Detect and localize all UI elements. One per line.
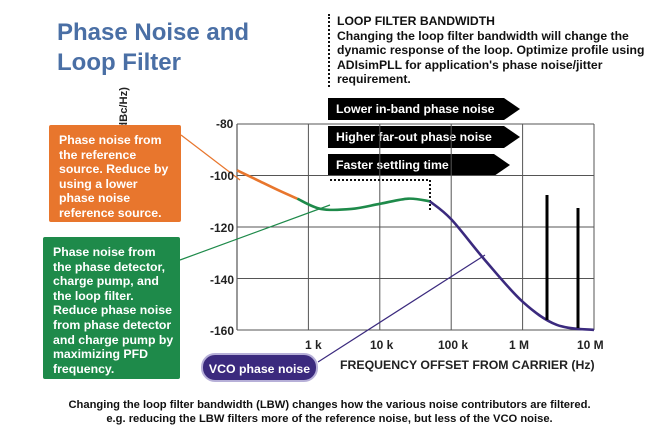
series-line-1 (236, 169, 298, 200)
xtick-5: 10 M (577, 338, 604, 352)
vco-leader-line (317, 254, 486, 363)
caption-line-2: e.g. reducing the LBW filters more of th… (106, 413, 553, 425)
loop-filter-heading: LOOP FILTER BANDWIDTH (337, 14, 495, 28)
series-line-2 (296, 197, 430, 212)
ytick-2: -100 (210, 169, 235, 183)
ytick-1: -80 (216, 117, 234, 131)
ytick-3: -120 (210, 221, 235, 235)
title-line-2: Loop Filter (57, 49, 181, 76)
detector-noise-callout: Phase noise from the phase detector, cha… (43, 237, 180, 379)
ytick-5: -160 (210, 324, 235, 338)
xtick-1: 1 k (305, 338, 322, 352)
arrow-higher-farout: Higher far-out phase noise (328, 126, 520, 148)
caption-line-1: Changing the loop filter bandwidth (LBW)… (68, 399, 591, 411)
loop-filter-note: LOOP FILTER BANDWIDTH Changing the loop … (328, 14, 647, 87)
plot-grid (236, 123, 595, 331)
arrow-lower-inband: Lower in-band phase noise (328, 98, 520, 120)
title-line-1: Phase Noise and (57, 19, 250, 46)
loop-filter-text: Changing the loop filter bandwidth will … (337, 28, 645, 87)
xtick-3: 100 k (438, 338, 469, 352)
bandwidth-marker (330, 179, 431, 210)
reference-noise-callout: Phase noise from the reference source. R… (49, 125, 181, 222)
xtick-4: 1 M (509, 338, 530, 352)
caption: Changing the loop filter bandwidth (LBW)… (0, 398, 659, 426)
page-title: Phase Noise and Loop Filter (57, 18, 297, 78)
xtick-2: 10 k (370, 338, 394, 352)
arrow-faster-settling: Faster settling time (328, 154, 510, 176)
ytick-4: -140 (210, 273, 235, 287)
vco-noise-callout: VCO phase noise (201, 353, 318, 382)
detector-leader-line (179, 204, 331, 261)
x-axis-label: FREQUENCY OFFSET FROM CARRIER (Hz) (340, 358, 595, 372)
plot-series (236, 169, 595, 332)
series-line-3 (428, 200, 595, 332)
reference-leader-line (180, 134, 241, 181)
